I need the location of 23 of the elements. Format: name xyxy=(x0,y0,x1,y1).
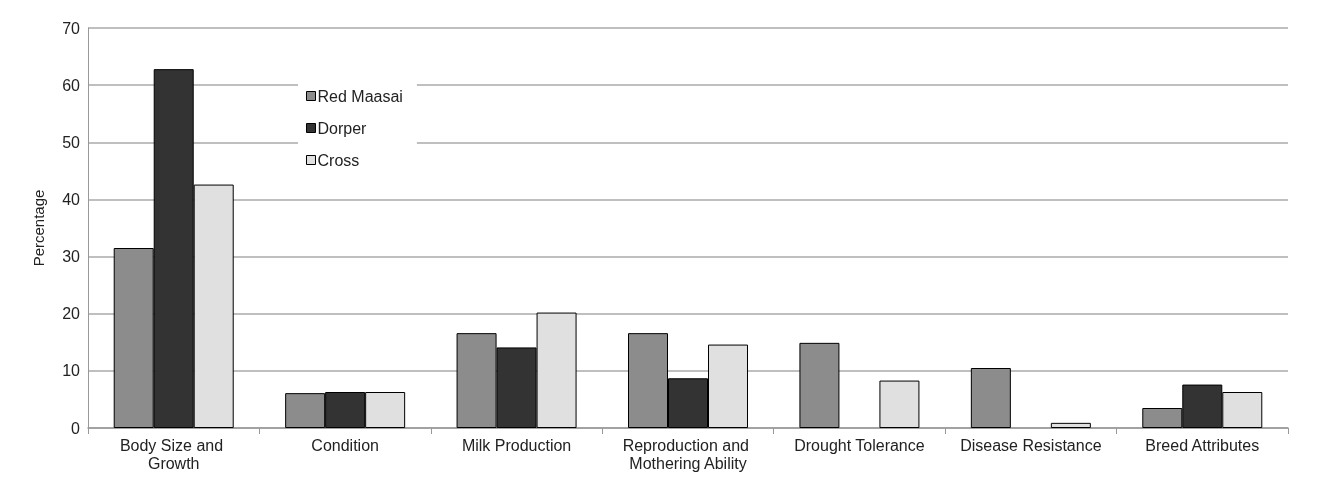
bar xyxy=(799,342,840,428)
y-tick-label: 60 xyxy=(62,76,81,94)
bar xyxy=(1050,422,1091,428)
legend-label: Dorper xyxy=(317,119,368,137)
x-tick-label: Body Size and Growth xyxy=(119,436,228,472)
x-tick-label: Disease Resistance xyxy=(960,436,1102,454)
bar xyxy=(879,380,920,428)
x-tick-label: Milk Production xyxy=(461,436,572,454)
y-tick-label: 10 xyxy=(62,362,81,380)
x-tick-label: Drought Tolerance xyxy=(794,436,925,454)
y-tick-label: 40 xyxy=(62,190,81,208)
x-tick-label: Breed Attributes xyxy=(1145,436,1260,454)
legend-label: Red Maasai xyxy=(317,87,403,105)
y-tick-label: 0 xyxy=(71,419,81,437)
y-tick-label: 20 xyxy=(62,305,81,323)
bar xyxy=(970,368,1011,428)
x-tick-label: Reproduction and Mothering Ability xyxy=(622,436,754,472)
x-tick-label: Condition xyxy=(311,436,379,454)
legend-label: Cross xyxy=(317,151,360,169)
y-axis-title: Percentage xyxy=(30,189,47,267)
y-tick-label: 70 xyxy=(62,19,81,37)
y-tick-label: 50 xyxy=(62,133,81,151)
y-tick-label: 30 xyxy=(62,248,81,266)
